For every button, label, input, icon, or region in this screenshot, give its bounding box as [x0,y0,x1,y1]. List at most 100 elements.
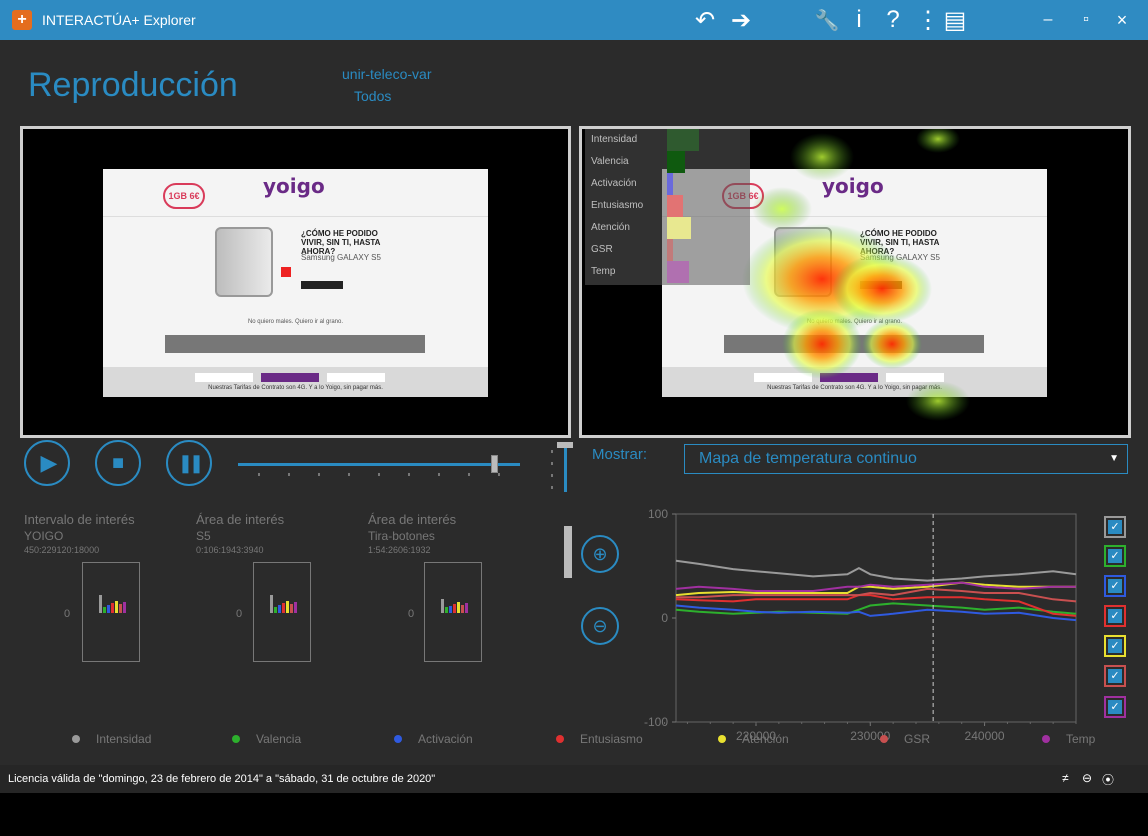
aoi-mini-chart [424,562,482,662]
aoi-mini-chart [253,562,311,662]
check-icon: ✓ [1108,669,1122,683]
check-icon: ✓ [1108,700,1122,714]
series-checkbox[interactable]: ✓ [1104,545,1126,567]
aoi-title: Intervalo de interés [24,512,135,527]
mini-bar [103,607,106,613]
heatmap-panel[interactable]: 1GB 6€ yoigo ¿CÓMO HE PODIDO VIVIR, SIN … [579,126,1131,438]
website-button [301,281,343,289]
close-button[interactable]: × [1116,9,1128,30]
legend-item: GSR [880,732,930,746]
mini-bar [278,605,281,613]
stop-icon: ■ [111,451,125,474]
aoi-name: S5 [196,529,211,543]
website-tab [327,373,385,382]
series-line [675,594,1077,617]
seek-tick [468,473,470,476]
emotion-label: Valencia [591,156,629,167]
app-logo-icon: + [12,10,32,30]
website-nav [103,209,488,217]
website-tab [754,373,812,382]
series-checkbox[interactable]: ✓ [1104,635,1126,657]
y-tick-label: -100 [644,715,668,729]
info-icon[interactable]: i [856,6,862,33]
series-checkbox[interactable]: ✓ [1104,665,1126,687]
mini-bar [274,607,277,613]
back-arrow-icon[interactable]: ↶ [694,6,716,34]
aoi-code: 450:229120:18000 [24,545,100,555]
settings-icon[interactable]: ≠ [1062,771,1069,785]
volume-handle[interactable] [557,442,573,448]
website-tabs [103,367,488,397]
forward-arrow-icon[interactable]: ➔ [730,6,752,34]
seek-tick [378,473,380,476]
heatmap-overlay [742,129,970,421]
emotion-swatch [667,195,683,217]
heat-spot [752,187,812,231]
series-checkbox[interactable]: ✓ [1104,696,1126,718]
maximize-button[interactable]: ▫ [1083,11,1089,28]
network-icon[interactable]: ⊖ [1082,771,1093,785]
mini-bar [457,602,460,613]
session-name: unir-teleco-var [342,66,432,82]
seek-tick [288,473,290,476]
stop-button[interactable]: ■ [95,440,141,486]
heat-spot [782,309,862,379]
legend-item: Entusiasmo [556,732,643,746]
aoi-block: Área de interés Tira-botones 1:54:2606:1… [368,512,538,555]
legend-label: Activación [418,732,473,746]
series-checkbox[interactable]: ✓ [1104,575,1126,597]
mini-bar [290,604,293,613]
seek-handle[interactable] [490,455,498,473]
mostrar-label: Mostrar: [592,446,648,463]
aoi-zero-label: 0 [408,608,415,620]
mini-bar [461,605,464,613]
mini-bar [453,604,456,613]
mini-bar [282,603,285,613]
series-line [676,587,1077,603]
status-bar: Licencia válida de "domingo, 23 de febre… [0,765,1148,793]
aoi-zero-label: 0 [64,608,71,620]
volume-track [564,442,567,492]
seek-tick [438,473,440,476]
mini-bar [107,605,110,613]
play-button[interactable]: ▶ [24,440,70,486]
website-screenshot: 1GB 6€ yoigo ¿CÓMO HE PODIDO VIVIR, SIN … [103,169,488,397]
scrollbar[interactable] [564,526,572,578]
legend-dot [718,735,726,743]
series-checkbox[interactable]: ✓ [1104,516,1126,538]
monitor-icon[interactable]: ▤ [943,6,967,34]
emotion-swatch [667,261,689,283]
chevron-down-icon: ▼ [1109,453,1119,464]
series-checkbox[interactable]: ✓ [1104,605,1126,627]
legend-item: Intensidad [72,732,151,746]
zoom-in-button[interactable]: ⊕ [581,535,619,573]
chart-legend: Intensidad Valencia Activación Entusiasm… [0,732,1148,752]
website-headline: ¿CÓMO HE PODIDO VIVIR, SIN TI, HASTA AHO… [301,229,381,256]
website-strip: No quiero males. Quiero ir al grano. [247,319,344,325]
volume-slider[interactable] [547,442,573,492]
video-panel[interactable]: 1GB 6€ yoigo ¿CÓMO HE PODIDO VIVIR, SIN … [20,126,571,438]
zoom-out-button[interactable]: ⊖ [581,607,619,645]
mini-bar [465,603,468,613]
legend-dot [880,735,888,743]
volume-tick [551,486,553,489]
series-line [675,602,1077,615]
aoi-name: YOIGO [24,529,64,543]
visualization-select-value: Mapa de temperatura continuo [699,450,917,467]
heat-spot [906,381,970,421]
check-icon: ✓ [1108,579,1122,593]
heat-spot [790,133,854,181]
seek-slider[interactable] [238,455,520,478]
key-icon[interactable]: 🔧 [814,9,840,32]
visualization-select[interactable]: Mapa de temperatura continuo ▼ [684,444,1128,474]
emotion-swatch [667,173,673,195]
pause-button[interactable]: ❚❚ [166,440,212,486]
mini-bar [286,601,289,613]
eye-icon[interactable]: ⦿ [1102,773,1115,787]
website-tab [261,373,319,382]
help-icon[interactable]: ? [886,6,900,33]
menu-icon[interactable]: ⋮ [916,6,940,34]
aoi-block: Área de interés S5 0:106:1943:3940 [196,512,366,555]
minimize-button[interactable]: ‒ [1043,11,1053,28]
